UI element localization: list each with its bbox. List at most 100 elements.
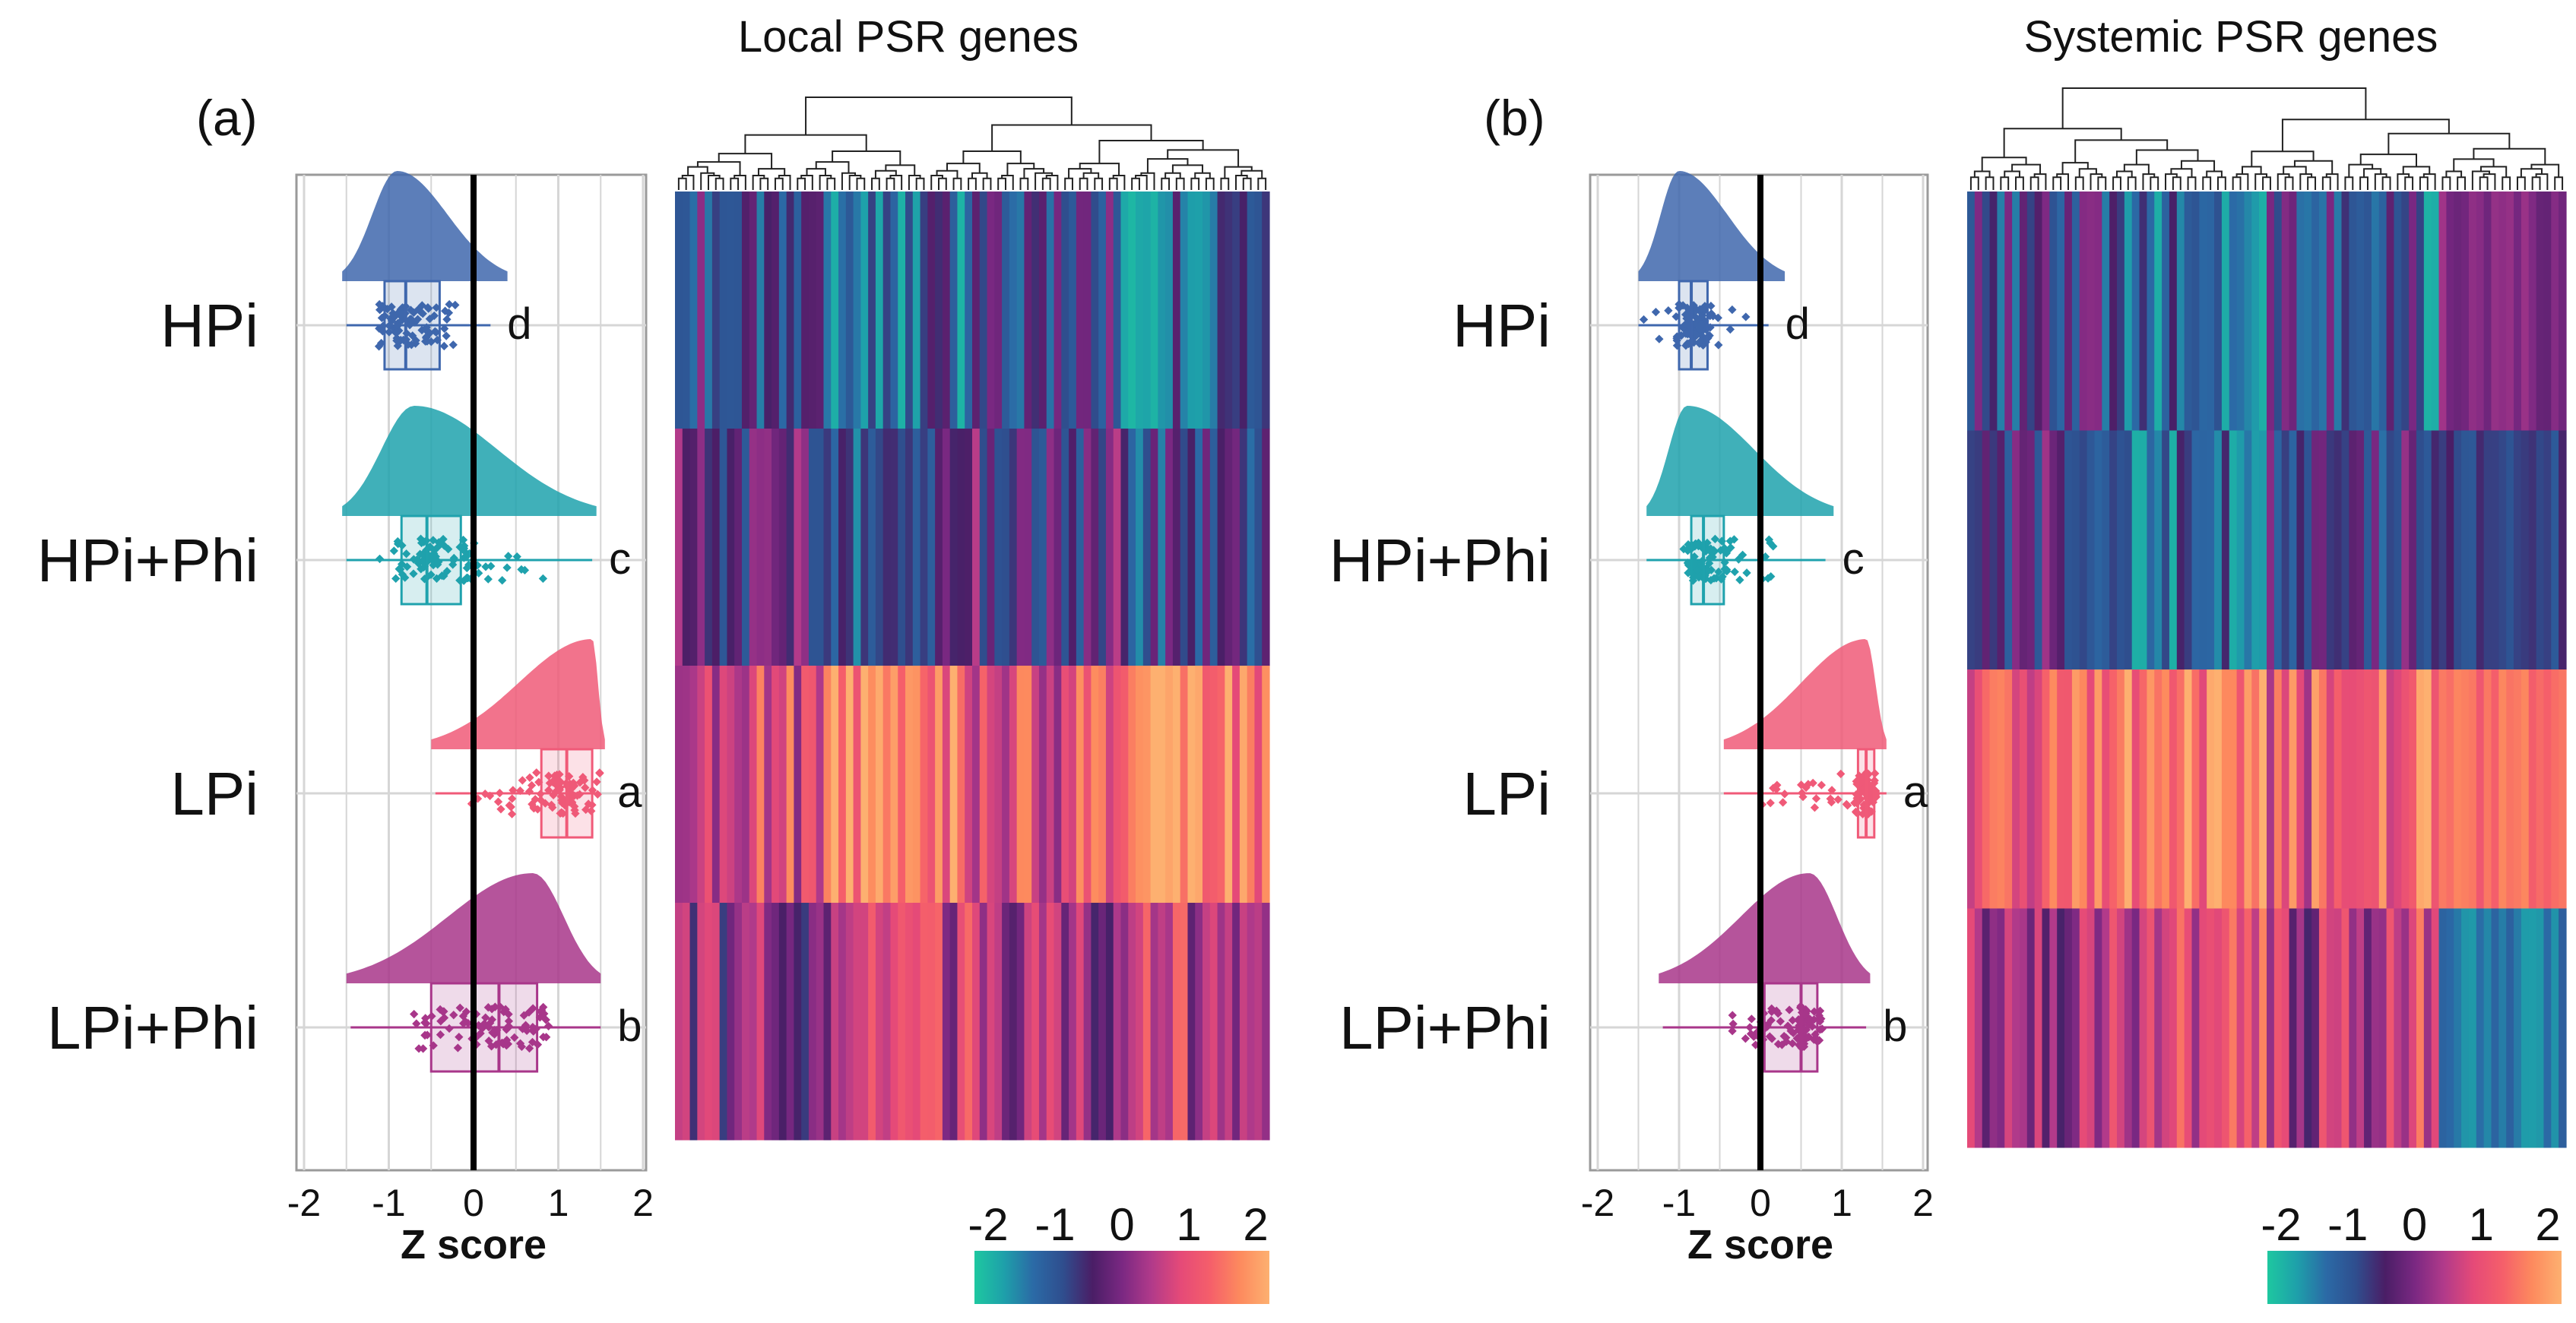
- heatmap-cell: [1046, 191, 1055, 429]
- heatmap-cell: [2378, 191, 2387, 431]
- data-point: [1693, 565, 1702, 574]
- heatmap-cell: [2251, 669, 2260, 909]
- dendrogram-branch: [2457, 176, 2467, 190]
- dendrogram-branch: [962, 150, 1022, 164]
- heatmap-cell: [2034, 908, 2043, 1148]
- data-point: [502, 563, 512, 572]
- heatmap-cell: [2214, 430, 2223, 670]
- dendrogram-branch: [2359, 176, 2368, 190]
- x-tick-label: 1: [548, 1182, 569, 1224]
- colorbar-ticks-a: -2 -1 0 1 2: [968, 1199, 1269, 1301]
- heatmap-cell: [2386, 191, 2395, 431]
- heatmap-cell: [890, 429, 898, 666]
- data-point: [518, 776, 527, 785]
- heatmap-cell: [2064, 191, 2073, 431]
- heatmap-cell: [2184, 191, 2193, 431]
- heatmap-cell: [2079, 191, 2088, 431]
- heatmap-cell: [2064, 430, 2073, 670]
- data-point: [568, 798, 577, 807]
- heatmap-cell: [1031, 429, 1040, 666]
- heatmap-cell: [942, 191, 951, 429]
- heatmap-cell: [912, 903, 921, 1141]
- heatmap-cell: [2147, 669, 2155, 909]
- heatmap-cell: [1195, 903, 1203, 1141]
- data-point: [1692, 305, 1701, 315]
- heatmap-cell: [853, 191, 861, 429]
- heatmap-cell: [845, 191, 854, 429]
- significance-letters-a: d c a b: [507, 299, 642, 1051]
- data-point: [1850, 798, 1859, 808]
- dendrogram-branch: [826, 177, 836, 190]
- heatmap-cell: [1239, 666, 1248, 904]
- data-point: [1746, 1029, 1756, 1039]
- heatmap-cell: [2401, 908, 2410, 1148]
- data-point: [1728, 1027, 1737, 1036]
- heatmap-cell: [2461, 191, 2470, 431]
- heatmap-cell: [2102, 191, 2110, 431]
- dendrogram-branch: [2530, 163, 2560, 178]
- heatmap-cell: [749, 191, 758, 429]
- heatmap-cell: [1038, 191, 1047, 429]
- heatmap-cell: [2326, 908, 2335, 1148]
- dendrogram-branch: [2180, 160, 2216, 172]
- dendrogram-branch: [2293, 160, 2334, 175]
- heatmap-cell: [2267, 669, 2275, 909]
- heatmap-cell: [2416, 669, 2425, 909]
- heatmap-cell: [898, 903, 906, 1141]
- heatmap-cell: [1009, 903, 1018, 1141]
- heatmap-cell: [749, 429, 758, 666]
- heatmap-cell: [1982, 191, 1991, 431]
- dendrogram-branch: [2483, 173, 2496, 190]
- heatmap-cell: [2349, 430, 2357, 670]
- heatmap-cell: [2244, 669, 2252, 909]
- heatmap-cell: [2311, 430, 2320, 670]
- heatmap-cell: [2094, 430, 2102, 670]
- heatmap-cell: [1009, 666, 1018, 904]
- dendrogram-branch: [2381, 176, 2391, 190]
- heatmap-cell: [801, 666, 810, 904]
- x-tick-label: -1: [1662, 1182, 1696, 1224]
- data-point: [510, 1033, 519, 1043]
- heatmap-cell: [2431, 191, 2440, 431]
- data-point: [538, 574, 548, 584]
- data-point: [544, 771, 553, 780]
- heatmap-cell: [675, 429, 683, 666]
- data-point: [580, 776, 589, 785]
- data-point: [425, 314, 435, 324]
- group-label-lpi-phi-b: LPi+Phi: [1339, 994, 1551, 1062]
- heatmap-cell: [905, 903, 914, 1141]
- heatmap-cell: [2514, 430, 2522, 670]
- heatmap-cell: [2251, 191, 2260, 431]
- colorbar-strip-a: [974, 1251, 1269, 1304]
- data-point: [459, 1019, 468, 1028]
- data-point: [414, 1044, 423, 1053]
- colorbar-tick-label: -1: [2327, 1199, 2368, 1250]
- dendrogram-branch: [971, 172, 988, 179]
- heatmap-cell: [1982, 908, 1991, 1148]
- heatmap-cell: [875, 666, 884, 904]
- data-point: [1714, 340, 1723, 350]
- heatmap-cell: [1098, 191, 1107, 429]
- heatmap-cell: [697, 903, 705, 1141]
- panel-label-a: (a): [196, 90, 258, 146]
- heatmap-cell: [2079, 908, 2088, 1148]
- dendrogram-branch: [1240, 169, 1263, 179]
- dendrogram-branch: [856, 177, 866, 190]
- heatmap-cell: [935, 903, 943, 1141]
- heatmap-cell: [741, 429, 750, 666]
- heatmap-cell: [2289, 430, 2297, 670]
- data-point: [1786, 1027, 1795, 1036]
- heatmap-cell: [2086, 430, 2096, 670]
- density-cloud: [342, 171, 508, 281]
- heatmap-cell: [756, 666, 765, 904]
- heatmap-cell: [2536, 430, 2545, 670]
- data-point: [445, 299, 454, 309]
- heatmap-cell: [1016, 666, 1025, 904]
- heatmap-cell: [675, 191, 683, 429]
- heatmap-cell: [1180, 666, 1189, 904]
- data-point: [436, 1017, 445, 1026]
- heatmap-cell: [823, 666, 832, 904]
- density-cloud: [1638, 171, 1785, 281]
- heatmap-cell: [1989, 669, 1998, 909]
- dendrogram-branch: [2170, 168, 2193, 178]
